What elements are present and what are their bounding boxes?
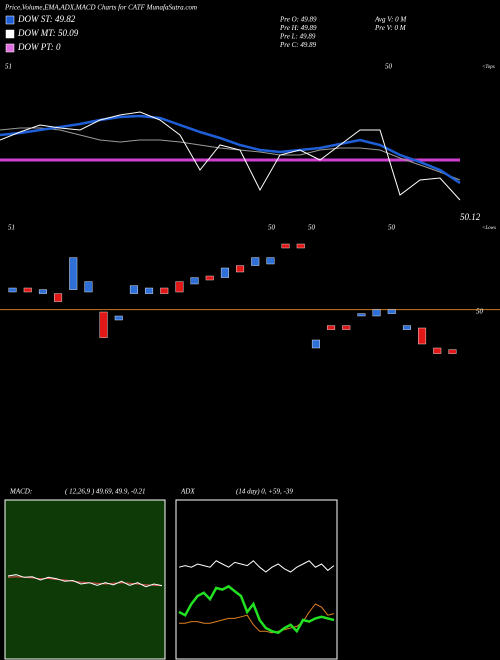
y-tick-label: 50: [476, 308, 484, 316]
candle: [190, 277, 199, 285]
candle: [205, 275, 214, 281]
legend-label: DOW MT: 50.09: [17, 28, 79, 38]
x-label-top: 50: [385, 63, 393, 71]
series-line: [0, 127, 461, 181]
candle: [448, 349, 457, 354]
candle: [266, 257, 275, 265]
candle: [38, 289, 47, 294]
candle: [69, 257, 78, 290]
candle: [160, 287, 169, 294]
x-tick-label: 50: [268, 224, 276, 232]
candle: [418, 327, 427, 345]
legend-label: DOW ST: 49.82: [17, 14, 76, 24]
panel-title: ADX: [180, 488, 195, 496]
candle: [8, 287, 17, 293]
candle: [342, 325, 351, 330]
candle: [23, 287, 32, 293]
info-text: Avg V: 0 M: [374, 16, 407, 24]
panel-subtitle: ( 12,26,9 ) 49.69, 49.9, -0.21: [65, 488, 146, 496]
candle: [54, 293, 63, 302]
candle: [402, 325, 411, 330]
x-label-top: 51: [5, 63, 12, 71]
annotation: <Lows: [482, 226, 496, 231]
candle: [357, 313, 366, 317]
candle: [129, 285, 138, 294]
candle: [84, 281, 93, 293]
panel: [4, 499, 166, 660]
series-line: [7, 576, 163, 587]
annotation: 50.12: [460, 212, 481, 222]
candle: [281, 243, 290, 249]
info-text: Pre L: 49.89: [279, 33, 316, 41]
candle: [327, 325, 336, 330]
info-text: Pre H: 49.89: [279, 24, 317, 32]
legend-swatch: [5, 43, 15, 53]
legend-label: DOW PT: 0: [17, 42, 61, 52]
info-text: Pre C: 49.89: [279, 41, 317, 49]
candle: [220, 267, 229, 278]
info-text: Pre V: 0 M: [374, 24, 407, 32]
candle: [251, 257, 260, 266]
candle: [311, 339, 320, 349]
series-line: [179, 603, 335, 634]
candle: [175, 281, 184, 293]
panel: [175, 499, 338, 660]
candle: [114, 315, 123, 321]
series-line: [0, 111, 461, 201]
x-tick-label: 50: [388, 224, 396, 232]
legend-swatch: [5, 29, 15, 39]
candle: [372, 309, 381, 317]
panel-title: MACD:: [9, 488, 32, 496]
candle: [296, 243, 305, 249]
panel-subtitle: (14 day) 0, +59, -39: [236, 488, 293, 496]
series-line: [178, 560, 335, 573]
series-line: [178, 584, 335, 635]
x-tick-label: 51: [8, 224, 15, 232]
info-text: Pre O: 49.89: [279, 16, 317, 24]
x-tick-label: 50: [308, 224, 316, 232]
candle: [387, 309, 396, 314]
candle: [433, 347, 442, 354]
candle: [99, 311, 108, 338]
page-title: Price,Volume,EMA,ADX,MACD Charts for CAT…: [4, 4, 197, 12]
annotation: <Tops: [482, 65, 495, 70]
candle: [145, 287, 154, 294]
candle: [236, 265, 245, 273]
legend-swatch: [5, 15, 15, 25]
series-line: [7, 574, 163, 588]
series-line: [0, 114, 461, 185]
